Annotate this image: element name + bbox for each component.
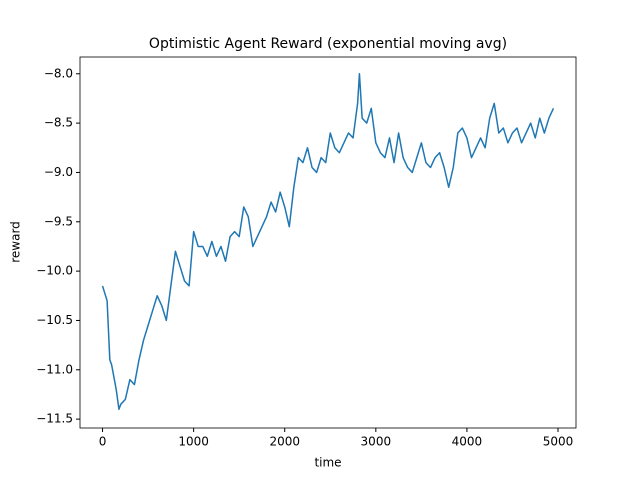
y-tick-label: −11.0 bbox=[36, 362, 73, 376]
y-axis-label: reward bbox=[9, 221, 23, 263]
x-tick-label: 1000 bbox=[178, 435, 209, 449]
data-line bbox=[101, 73, 555, 410]
y-tick-label: −10.0 bbox=[36, 264, 73, 278]
x-tick-label: 3000 bbox=[361, 435, 392, 449]
x-tick-label: 2000 bbox=[269, 435, 300, 449]
y-tick-label: −11.5 bbox=[36, 412, 73, 426]
y-tick-label: −9.0 bbox=[44, 165, 73, 179]
y-tick-label: −10.5 bbox=[36, 313, 73, 327]
y-tick-label: −9.5 bbox=[44, 214, 73, 228]
x-tick-label: 5000 bbox=[543, 435, 574, 449]
chart-title: Optimistic Agent Reward (exponential mov… bbox=[149, 36, 507, 52]
y-tick-label: −8.0 bbox=[44, 66, 73, 80]
y-tick-label: −8.5 bbox=[44, 116, 73, 130]
x-axis-label: time bbox=[314, 456, 341, 470]
x-tick-label: 0 bbox=[99, 435, 107, 449]
axes-frame bbox=[79, 56, 577, 429]
x-tick-label: 4000 bbox=[452, 435, 483, 449]
